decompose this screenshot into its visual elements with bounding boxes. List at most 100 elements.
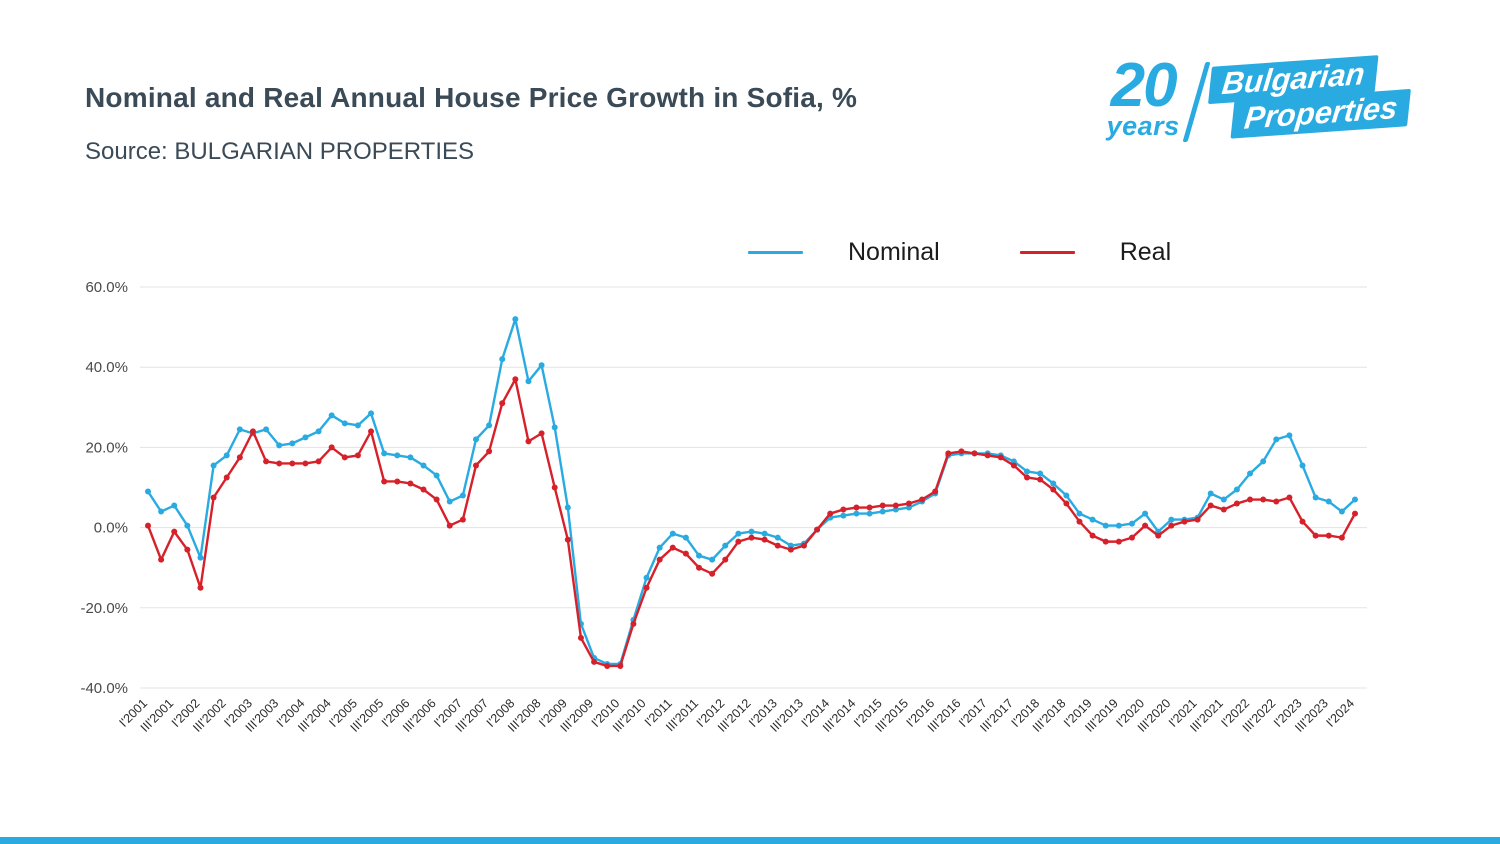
legend-item-real: Real	[1019, 238, 1172, 267]
nominal-data-point	[289, 440, 296, 447]
real-data-point	[682, 550, 689, 557]
x-axis-tick-label: I'2024	[1323, 696, 1357, 730]
real-data-point	[302, 460, 309, 467]
nominal-data-point	[368, 410, 375, 417]
logo-years-label: years	[1106, 110, 1180, 141]
real-data-point	[696, 564, 703, 571]
real-data-point	[472, 462, 479, 469]
nominal-data-point	[499, 356, 506, 363]
nominal-data-point	[1325, 498, 1332, 505]
nominal-data-point	[1024, 468, 1031, 475]
real-data-point	[446, 522, 453, 529]
legend-label-real: Real	[1119, 238, 1172, 266]
nominal-data-point	[394, 452, 401, 459]
real-data-point	[551, 484, 558, 491]
y-axis-tick-label: 0.0%	[94, 520, 128, 537]
real-data-point	[197, 584, 204, 591]
legend-label-nominal: Nominal	[848, 238, 940, 266]
nominal-data-point	[656, 544, 663, 551]
nominal-data-point	[774, 534, 781, 541]
nominal-data-point	[210, 462, 217, 469]
nominal-data-point	[171, 502, 178, 509]
real-data-point	[171, 528, 178, 535]
real-data-point	[577, 634, 584, 641]
real-data-point	[1115, 538, 1122, 545]
nominal-data-point	[643, 574, 650, 581]
nominal-data-point	[328, 412, 335, 419]
nominal-data-point	[1102, 522, 1109, 529]
real-data-point	[866, 504, 873, 511]
real-data-point	[381, 478, 388, 485]
real-data-point	[604, 662, 611, 669]
y-axis-tick-label: 20.0%	[85, 439, 128, 456]
nominal-data-point	[840, 512, 847, 519]
nominal-data-point	[538, 362, 545, 369]
real-data-point	[997, 454, 1004, 461]
real-data-point	[827, 510, 834, 517]
real-data-point	[905, 500, 912, 507]
real-data-point	[1299, 518, 1306, 525]
nominal-data-point	[1037, 470, 1044, 477]
real-data-point	[879, 502, 886, 509]
logo-number: 20	[1110, 51, 1178, 120]
real-data-point	[919, 496, 926, 503]
real-data-point	[735, 538, 742, 545]
real-data-point	[1181, 518, 1188, 525]
real-data-point	[1220, 506, 1227, 513]
real-data-point	[564, 536, 571, 543]
real-data-point	[840, 506, 847, 513]
real-data-point	[656, 556, 663, 563]
y-axis-tick-label: -40.0%	[80, 680, 128, 697]
nominal-data-point	[381, 450, 388, 457]
nominal-data-point	[407, 454, 414, 461]
nominal-data-point	[866, 510, 873, 517]
real-data-point	[236, 454, 243, 461]
nominal-data-point	[223, 452, 230, 459]
nominal-data-point	[735, 530, 742, 537]
nominal-data-point	[761, 530, 768, 537]
nominal-data-point	[1089, 516, 1096, 523]
nominal-data-point	[459, 492, 466, 499]
nominal-data-point	[236, 426, 243, 433]
chart-legend: Nominal Real	[748, 238, 1171, 267]
legend-item-nominal: Nominal	[748, 238, 940, 267]
nominal-data-point	[879, 508, 886, 515]
nominal-data-point	[1247, 470, 1254, 477]
nominal-data-point	[263, 426, 270, 433]
real-data-point	[1312, 532, 1319, 539]
nominal-data-point	[696, 552, 703, 559]
nominal-data-point	[512, 316, 519, 323]
real-data-point	[591, 658, 598, 665]
real-data-point	[512, 376, 519, 383]
real-data-point	[1155, 532, 1162, 539]
real-data-point	[1102, 538, 1109, 545]
nominal-data-point	[1142, 510, 1149, 517]
real-data-point	[1089, 532, 1096, 539]
real-data-point	[800, 542, 807, 549]
real-data-point	[1128, 534, 1135, 541]
real-data-point	[892, 502, 899, 509]
nominal-line	[146, 317, 1357, 666]
real-data-point	[341, 454, 348, 461]
real-data-point	[210, 494, 217, 501]
nominal-data-point	[486, 422, 493, 429]
nominal-data-point	[197, 554, 204, 561]
real-data-point	[1050, 486, 1057, 493]
source-label: Source: BULGARIAN PROPERTIES	[85, 138, 475, 165]
real-data-point	[1233, 500, 1240, 507]
real-line-swatch	[1019, 251, 1075, 254]
nominal-data-point	[722, 542, 729, 549]
nominal-data-point	[158, 508, 165, 515]
real-data-point	[328, 444, 335, 451]
real-data-point	[315, 458, 322, 465]
nominal-data-point	[315, 428, 322, 435]
nominal-data-point	[551, 424, 558, 431]
real-data-point	[643, 584, 650, 591]
nominal-data-point	[709, 556, 716, 563]
real-data-point	[971, 450, 978, 457]
real-data-point	[249, 428, 256, 435]
nominal-data-point	[564, 504, 571, 511]
nominal-data-point	[1050, 480, 1057, 487]
real-data-point	[289, 460, 296, 467]
real-line	[146, 378, 1357, 668]
